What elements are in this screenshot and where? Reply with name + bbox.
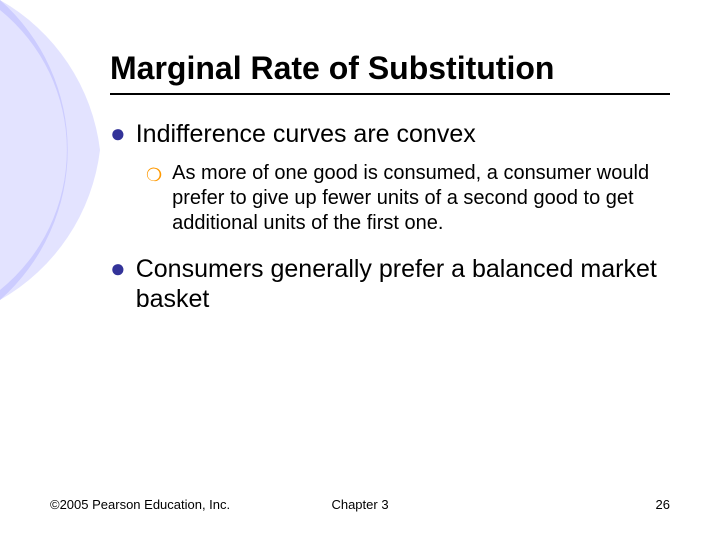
title-underline — [110, 93, 670, 95]
slide-footer: ©2005 Pearson Education, Inc. Chapter 3 … — [0, 497, 720, 512]
slide-container: Marginal Rate of Substitution ● Indiffer… — [0, 0, 720, 540]
footer-chapter: Chapter 3 — [331, 497, 388, 512]
footer-copyright: ©2005 Pearson Education, Inc. — [50, 497, 230, 512]
bullet-text: Indifference curves are convex — [136, 119, 476, 149]
bullet-level2: ❍ As more of one good is consumed, a con… — [146, 161, 670, 236]
disc-bullet-icon: ● — [110, 119, 126, 147]
footer-page-number: 26 — [656, 497, 670, 512]
bullet-text: Consumers generally prefer a balanced ma… — [136, 254, 670, 314]
slide-title: Marginal Rate of Substitution — [110, 50, 670, 87]
circle-bullet-icon: ❍ — [146, 163, 162, 187]
bullet-level1: ● Consumers generally prefer a balanced … — [110, 254, 670, 314]
disc-bullet-icon: ● — [110, 254, 126, 282]
bullet-level1: ● Indifference curves are convex — [110, 119, 670, 149]
bullet-text: As more of one good is consumed, a consu… — [172, 161, 670, 236]
